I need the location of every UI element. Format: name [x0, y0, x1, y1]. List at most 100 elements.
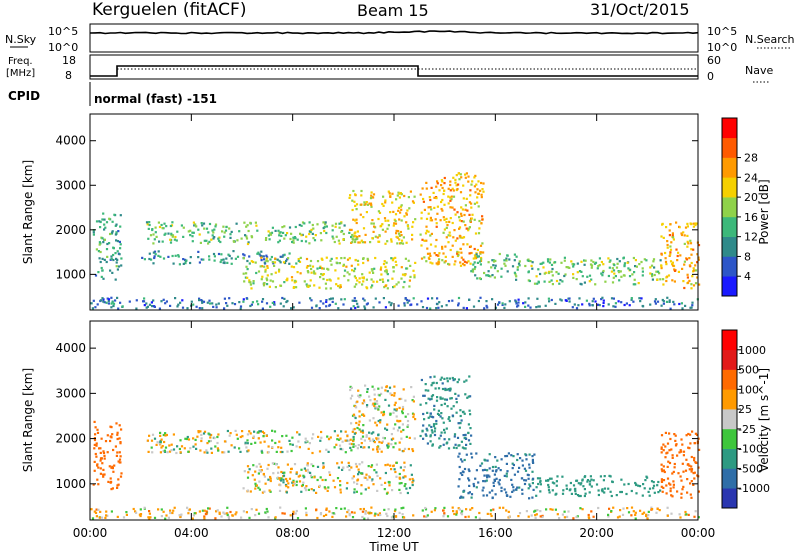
echo-cell-0-2-58 [212, 252, 216, 256]
echo-cell-1-7-10 [682, 450, 686, 453]
echo-cell-1-3-162 [386, 446, 389, 449]
echo-cell-1-5-79 [518, 486, 521, 489]
echo-cell-1-8-271 [125, 513, 128, 516]
echo-cell-0-7-145 [528, 279, 531, 283]
echo-cell-0-9-107 [143, 297, 146, 300]
echo-cell-0-8-72 [694, 224, 697, 227]
echo-cell-1-3-124 [353, 427, 356, 431]
echo-cell-1-8-256 [169, 509, 172, 512]
cbar-tick-label-0-4: 20 [744, 191, 758, 204]
echo-cell-0-1-93 [278, 239, 281, 242]
echo-cell-1-4-71 [434, 387, 437, 390]
echo-cell-1-2-147 [388, 484, 391, 487]
echo-cell-0-9-129 [309, 297, 312, 300]
echo-cell-1-8-160 [180, 513, 183, 516]
echo-cell-0-0-58 [102, 277, 105, 280]
echo-cell-1-4-21 [455, 446, 458, 450]
echo-cell-1-8-179 [361, 510, 364, 513]
echo-cell-0-9-153 [656, 300, 660, 303]
echo-cell-1-5-127 [512, 463, 515, 467]
echo-cell-1-3-170 [400, 430, 403, 433]
echo-cell-0-3-28 [353, 267, 357, 270]
echo-cell-1-8-240 [455, 510, 458, 513]
echo-cell-1-7-55 [692, 483, 695, 486]
echo-cell-0-1-184 [187, 230, 190, 233]
echo-cell-1-8-187 [160, 508, 163, 511]
echo-cell-1-4-56 [443, 431, 446, 434]
echo-cell-1-8-235 [94, 511, 98, 514]
echo-cell-0-4-15 [392, 224, 395, 227]
echo-cell-0-7-63 [607, 257, 610, 260]
echo-cell-0-5-171 [444, 260, 447, 263]
echo-cell-1-3-110 [399, 419, 402, 423]
echo-cell-1-4-136 [429, 412, 432, 415]
echo-cell-1-5-66 [511, 467, 514, 470]
echo-cell-0-3-237 [307, 271, 310, 274]
echo-cell-0-7-156 [536, 282, 539, 285]
echo-cell-0-5-183 [441, 186, 444, 190]
echo-cell-0-1-133 [221, 230, 224, 233]
echo-cell-0-9-192 [355, 299, 358, 303]
echo-cell-0-3-79 [279, 284, 283, 287]
echo-cell-0-5-50 [470, 251, 473, 255]
echo-cell-1-2-51 [304, 487, 307, 490]
echo-cell-0-8-83 [664, 251, 667, 255]
echo-cell-1-0-31 [108, 465, 111, 468]
echo-cell-0-0-77 [114, 252, 117, 255]
echo-cell-0-7-120 [627, 267, 630, 270]
echo-cell-1-5-55 [457, 485, 460, 488]
echo-cell-0-9-89 [356, 305, 359, 308]
echo-cell-1-6-89 [590, 478, 593, 481]
echo-cell-0-6-19 [505, 257, 508, 260]
echo-cell-0-8-106 [690, 261, 693, 265]
echo-cell-1-1-18 [271, 439, 274, 442]
echo-cell-0-7-115 [563, 274, 566, 278]
echo-cell-1-1-84 [213, 437, 216, 440]
echo-cell-1-6-67 [575, 479, 579, 482]
echo-cell-0-7-128 [611, 267, 614, 270]
echo-cell-0-5-55 [426, 247, 429, 250]
echo-cell-1-8-18 [393, 510, 397, 513]
echo-cell-0-3-164 [260, 256, 263, 259]
echo-cell-1-5-67 [518, 466, 521, 469]
echo-cell-1-7-11 [697, 490, 700, 493]
echo-cell-1-2-216 [302, 474, 305, 477]
echo-cell-1-7-33 [662, 469, 665, 472]
echo-cell-1-2-240 [339, 491, 342, 494]
echo-cell-1-7-57 [660, 447, 663, 450]
echo-cell-1-2-116 [391, 489, 394, 492]
echo-cell-1-7-13 [669, 487, 672, 490]
echo-cell-1-2-187 [356, 478, 360, 481]
echo-cell-1-2-74 [254, 470, 257, 473]
echo-cell-1-4-166 [427, 389, 430, 392]
echo-cell-0-1-86 [309, 230, 312, 234]
echo-cell-1-8-238 [267, 516, 270, 519]
echo-cell-1-3-122 [412, 395, 415, 398]
echo-cell-0-9-233 [257, 303, 260, 306]
echo-cell-0-6-43 [474, 266, 477, 269]
echo-cell-0-7-168 [659, 259, 662, 262]
echo-cell-0-1-117 [294, 237, 297, 240]
echo-cell-1-1-185 [275, 450, 278, 453]
echo-cell-1-0-47 [114, 445, 117, 448]
echo-cell-1-4-148 [458, 444, 461, 447]
echo-cell-1-2-179 [255, 484, 258, 487]
echo-cell-0-5-136 [461, 262, 465, 266]
echo-cell-1-2-127 [305, 485, 308, 488]
echo-cell-1-2-44 [289, 471, 292, 474]
echo-cell-0-1-125 [303, 222, 306, 225]
echo-cell-0-8-59 [660, 267, 663, 270]
echo-cell-0-8-67 [671, 234, 674, 237]
echo-cell-0-5-231 [482, 190, 485, 193]
echo-cell-1-2-231 [386, 463, 389, 466]
echo-cell-0-9-266 [110, 302, 113, 305]
echo-cell-1-8-231 [666, 514, 669, 517]
echo-cell-0-8-95 [669, 260, 673, 263]
echo-cell-0-3-168 [310, 267, 313, 271]
echo-cell-1-7-4 [660, 463, 663, 466]
echo-cell-0-7-59 [631, 273, 634, 276]
echo-cell-0-5-82 [421, 238, 424, 241]
echo-cell-0-9-55 [212, 305, 215, 308]
echo-cell-1-1-206 [175, 451, 178, 455]
echo-cell-1-1-168 [241, 430, 244, 433]
